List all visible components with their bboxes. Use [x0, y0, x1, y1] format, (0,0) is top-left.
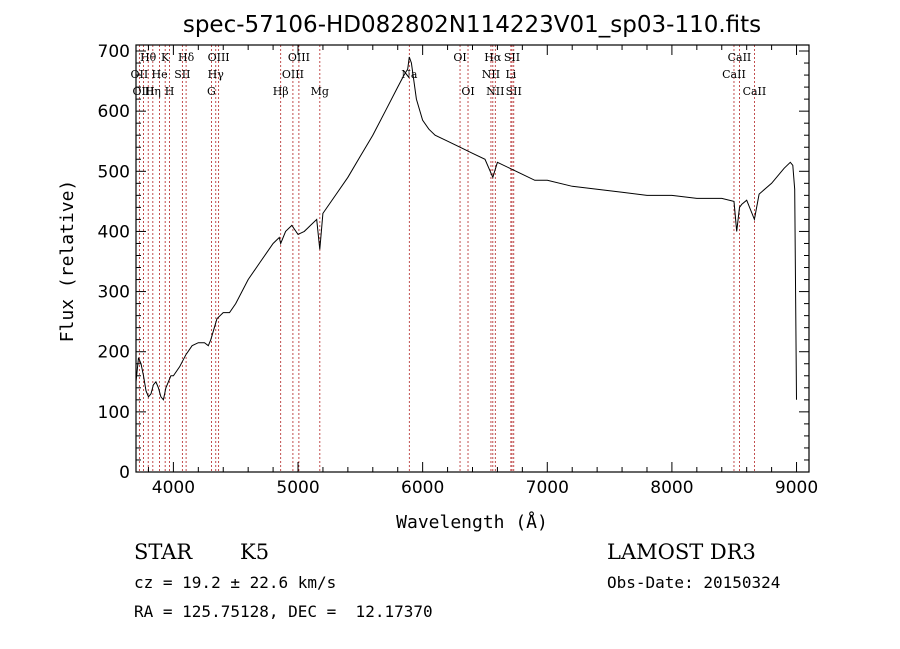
plot-frame [135, 44, 810, 473]
line-label: CaII [728, 51, 752, 64]
line-markers [138, 45, 755, 472]
chart-title: spec-57106-HD082802N114223V01_sp03-110.f… [183, 12, 761, 38]
line-label: He [152, 68, 168, 81]
line-label: Li [505, 68, 516, 81]
line-label: Hη [145, 85, 161, 98]
y-tick-label: 700 [98, 42, 130, 62]
line-label: CaII [743, 85, 767, 98]
line-label: NII [486, 85, 504, 98]
y-tick-label: 400 [98, 222, 130, 242]
y-tick-label: 600 [98, 102, 130, 122]
line-label: SII [506, 85, 522, 98]
line-label: Hβ [273, 85, 289, 98]
spectrum-line [135, 56, 797, 401]
axis-ticks: 4000 5000 6000 7000 8000 9000 0 100 200 300 400 500… [98, 42, 819, 498]
y-tick-label: 500 [98, 162, 130, 182]
y-tick-label: 0 [119, 463, 130, 483]
y-tick-label: 200 [98, 343, 130, 363]
x-tick-label: 7000 [526, 478, 569, 498]
line-label: OIII [282, 68, 304, 81]
line-label: CaII [722, 68, 746, 81]
line-label: OI [461, 85, 474, 98]
line-label: OIII [288, 51, 310, 64]
observation-date: Obs-Date: 20150324 [607, 573, 781, 592]
line-label: Na [401, 68, 418, 81]
line-label: NII [482, 68, 500, 81]
line-label: OIII [132, 85, 154, 98]
line-label: OII [131, 68, 149, 81]
y-tick-label: 100 [98, 403, 130, 423]
x-tick-label: 5000 [276, 478, 319, 498]
object-subclass: K5 [240, 540, 270, 564]
line-label: Hθ [140, 51, 157, 64]
survey-name: LAMOST DR3 [607, 540, 756, 564]
coordinates: RA = 125.75128, DEC = 12.17370 [134, 602, 433, 621]
object-class: STAR [134, 540, 193, 564]
line-label: Hδ [178, 51, 195, 64]
y-tick-label: 300 [98, 283, 130, 303]
x-tick-label: 8000 [650, 478, 693, 498]
line-label: G [207, 85, 216, 98]
line-label: OIII [208, 51, 230, 64]
line-label: OI [453, 51, 466, 64]
x-tick-label: 9000 [775, 478, 818, 498]
line-label: Mg [311, 85, 329, 98]
line-label: SII [174, 68, 190, 81]
redshift-cz: cz = 19.2 ± 22.6 km/s [134, 573, 337, 592]
x-tick-label: 4000 [152, 478, 195, 498]
x-tick-label: 6000 [401, 478, 444, 498]
y-axis-label: Flux (relative) [57, 180, 78, 343]
line-label: SII [504, 51, 520, 64]
x-axis-label: Wavelength (Å) [396, 511, 548, 533]
line-label: H [165, 85, 175, 98]
line-label: K [161, 51, 170, 64]
line-label: Hγ [208, 68, 225, 81]
line-label: Hα [484, 51, 502, 64]
